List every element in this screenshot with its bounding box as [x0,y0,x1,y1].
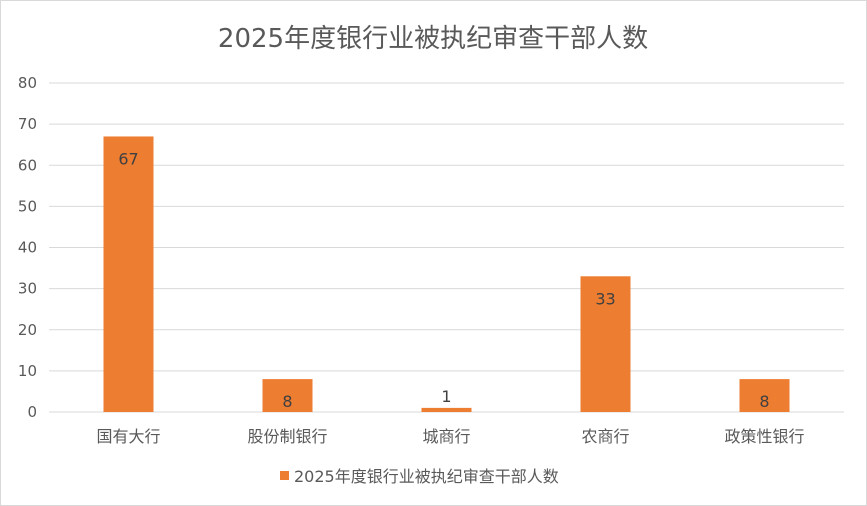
y-tick-label: 80 [18,74,37,92]
x-category-label: 政策性银行 [724,427,804,446]
bar [103,136,154,412]
data-label: 1 [441,387,451,406]
y-tick-label: 60 [18,156,37,174]
chart-title: 2025年度银行业被执纪审查干部人数 [218,24,648,54]
y-tick-label: 20 [18,321,37,339]
bar [262,379,313,412]
data-labels: 67 8 1 33 8 [118,149,769,411]
x-category-label: 国有大行 [96,427,160,446]
y-axis-ticks: 0 10 20 30 40 50 60 70 80 [18,74,37,421]
bars [103,136,790,412]
legend-swatch [280,471,289,480]
bar [421,407,472,412]
x-category-label: 农商行 [581,427,629,446]
y-tick-label: 0 [27,403,37,421]
data-label: 8 [759,392,769,411]
bar [739,379,790,412]
y-tick-label: 50 [18,197,37,215]
x-axis-categories: 国有大行 股份制银行 城商行 农商行 政策性银行 [96,427,804,446]
legend: 2025年度银行业被执纪审查干部人数 [280,467,559,486]
bar [580,276,631,412]
y-tick-label: 70 [18,115,37,133]
data-label: 8 [282,392,292,411]
x-category-label: 城商行 [422,427,470,446]
data-label: 33 [595,289,615,308]
y-tick-label: 10 [18,362,37,380]
y-tick-label: 40 [18,239,37,257]
gridlines [49,82,844,413]
x-category-label: 股份制银行 [247,427,327,446]
legend-label: 2025年度银行业被执纪审查干部人数 [294,467,559,486]
data-label: 67 [118,149,138,168]
y-tick-label: 30 [18,280,37,298]
